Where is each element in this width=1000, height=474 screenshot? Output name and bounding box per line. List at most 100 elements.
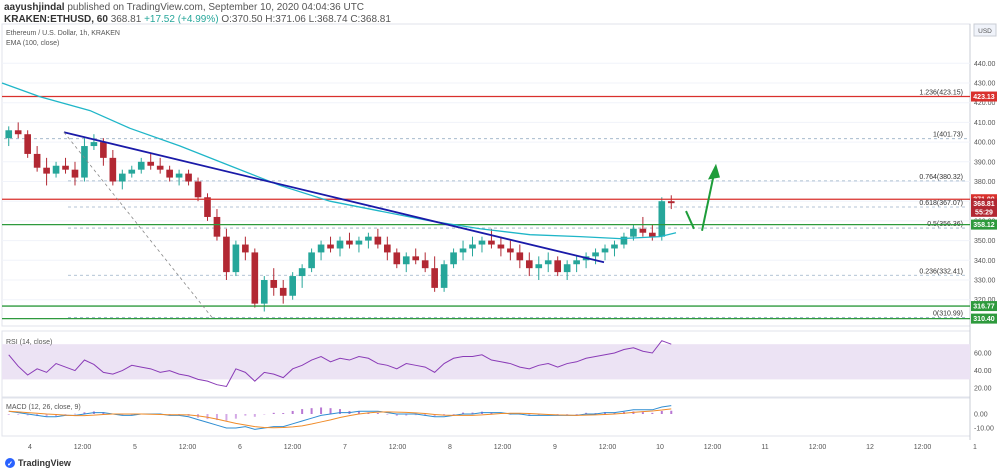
candle-body — [601, 248, 609, 253]
candle-body — [194, 181, 202, 198]
price-tag[interactable] — [971, 219, 997, 230]
macd-tick-label: -10.00 — [974, 426, 994, 433]
candle-body — [166, 169, 173, 178]
candle-body — [573, 260, 580, 265]
candle-body — [507, 248, 514, 253]
macd-histogram-bar — [244, 414, 247, 416]
macd-histogram-bar — [490, 412, 493, 414]
candle-body — [223, 236, 230, 273]
candlestick-series — [5, 122, 675, 312]
candle-body — [402, 256, 410, 265]
candle-body — [52, 165, 60, 174]
candle-body — [128, 169, 136, 174]
macd-histogram-bar — [215, 414, 218, 421]
candle-body — [232, 244, 240, 273]
candle-body — [90, 142, 98, 147]
macd-histogram-bar — [130, 414, 133, 416]
candle-body — [327, 244, 334, 249]
fib-label: 1.236(423.15) — [919, 89, 963, 96]
price-tag-label: 423.13 — [973, 94, 995, 101]
price-pane — [1, 23, 971, 327]
macd-histogram-bar — [670, 410, 673, 414]
rsi-indicator: 60.00 40.00 20.00 — [2, 340, 992, 393]
price-axis[interactable]: 440.00 430.00 420.00 410.00 400.00 390.00 380.… — [971, 61, 997, 324]
price-tag[interactable] — [971, 313, 997, 324]
footer-brand: TradingView — [18, 458, 72, 468]
candle-body — [667, 201, 675, 204]
tradingview-logo-icon — [5, 458, 15, 468]
publisher-name[interactable]: aayushjindal — [4, 2, 65, 13]
macd-histogram-bar — [452, 414, 455, 415]
currency-badge[interactable] — [973, 23, 997, 37]
time-tick-label: 12:00 — [704, 444, 722, 451]
currency-label: USD — [978, 28, 992, 35]
rsi-tick-label: 60.00 — [974, 351, 992, 358]
candle-body — [24, 134, 31, 154]
macd-histogram-bar — [301, 409, 304, 414]
rsi-line — [8, 340, 672, 387]
time-tick-label: 4 — [28, 444, 32, 451]
candle-body — [497, 244, 505, 249]
candle-body — [298, 268, 306, 277]
candle-body — [355, 240, 363, 245]
time-tick-label: 5 — [133, 444, 137, 451]
macd-histogram-bar — [537, 414, 540, 416]
candle-body — [516, 252, 524, 261]
time-tick-label: 11 — [761, 444, 768, 451]
time-tick-label: 12:00 — [494, 444, 512, 451]
candle-body — [308, 252, 315, 269]
price-tick-label: 380.00 — [974, 179, 996, 186]
macd-histogram-bar — [83, 412, 86, 414]
macd-histogram-bar — [585, 412, 588, 414]
candle-body — [137, 161, 145, 170]
candle-body — [440, 264, 448, 288]
macd-histogram-bar — [26, 414, 29, 416]
time-tick-label: 12:00 — [74, 444, 92, 451]
macd-histogram-bar — [45, 414, 48, 417]
candle-body — [14, 130, 22, 135]
price-tag[interactable] — [971, 301, 997, 312]
price-tick-label: 340.00 — [974, 258, 996, 265]
price-tag[interactable] — [971, 206, 997, 217]
rsi-tick-label: 20.00 — [974, 386, 992, 393]
chart-title: Ethereum / U.S. Dollar, 1h, KRAKEN — [6, 30, 120, 37]
candle-body — [109, 157, 117, 182]
time-tick-label: 7 — [343, 444, 347, 451]
candle-body — [459, 248, 467, 253]
candle-body — [175, 173, 183, 178]
price-tick-label: 400.00 — [974, 140, 996, 147]
macd-histogram-bar — [651, 412, 654, 414]
candle-body — [535, 264, 543, 269]
macd-histogram-bar — [121, 414, 124, 416]
tradingview-logo[interactable]: ✓ TradingView — [5, 458, 72, 468]
candle-body — [81, 146, 88, 178]
price-tick-label: 440.00 — [974, 61, 996, 68]
candle-body — [649, 232, 656, 237]
breakout-arrow — [701, 173, 715, 231]
price-tag[interactable] — [971, 198, 997, 209]
macd-histogram-bar — [7, 414, 10, 415]
symbol-label: KRAKEN:ETHUSD, 60 — [4, 14, 108, 25]
published-text: published on TradingView.com, September … — [67, 2, 365, 13]
time-tick-label: 12:00 — [389, 444, 407, 451]
candle-body — [71, 169, 79, 178]
macd-histogram-bar — [73, 413, 76, 415]
macd-histogram-bar — [64, 414, 67, 415]
ema-line — [1, 82, 677, 240]
macd-histogram-bar — [641, 412, 644, 414]
price-tag-label: 55:29 — [975, 209, 993, 216]
macd-histogram-bar — [433, 414, 436, 417]
macd-label: MACD (12, 26, close, 9) — [6, 404, 81, 411]
rsi-label: RSI (14, close) — [6, 339, 52, 346]
fib-label: 1(401.73) — [933, 132, 963, 139]
time-axis[interactable]: 4 12:00 5 12:00 6 12:00 7 12:00 8 12:00 9 12:00 10 12… — [28, 444, 977, 451]
candle-body — [488, 240, 495, 245]
time-tick-label: 12:00 — [284, 444, 302, 451]
price-tag-label: 310.40 — [973, 316, 995, 323]
macd-histogram-bar — [291, 410, 294, 414]
price-tick-label: 390.00 — [974, 159, 996, 166]
price-tag[interactable] — [971, 91, 997, 102]
candle-body — [544, 260, 552, 265]
time-tick-label: 6 — [238, 444, 242, 451]
